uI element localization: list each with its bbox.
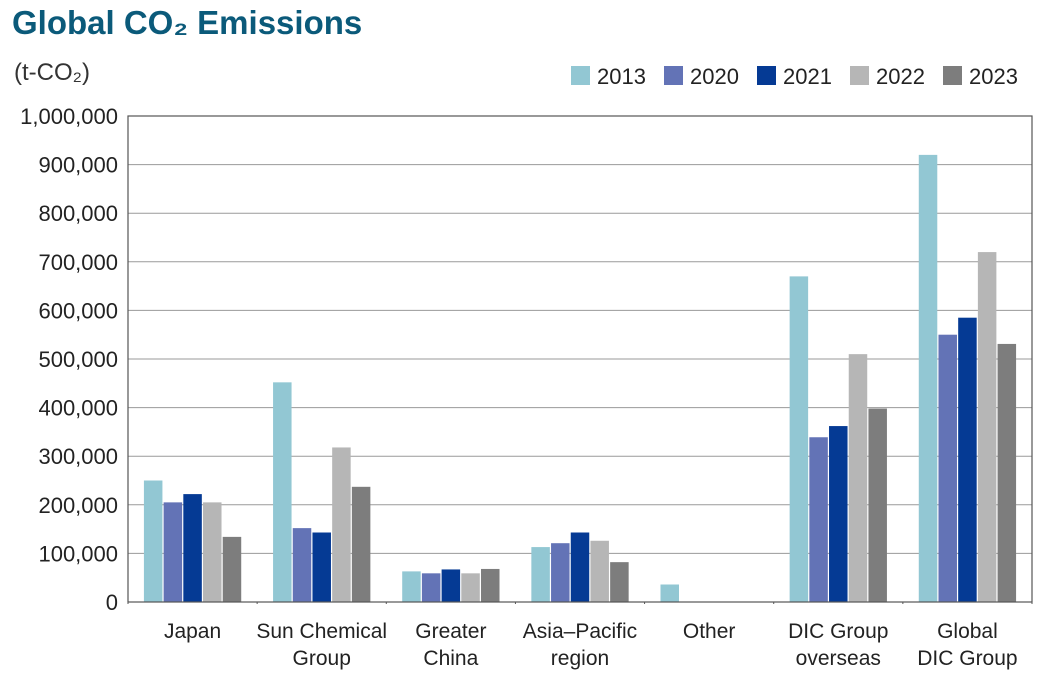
bar-2013-1 bbox=[273, 382, 292, 602]
bar-2022-6 bbox=[977, 252, 997, 602]
legend-label-2021: 2021 bbox=[783, 64, 832, 89]
y-tick-label: 100,000 bbox=[38, 541, 118, 566]
bar-2020-0 bbox=[163, 502, 183, 602]
y-tick-label: 600,000 bbox=[38, 298, 118, 323]
legend-swatch-2023 bbox=[943, 66, 962, 85]
x-category-label: Group bbox=[293, 647, 351, 670]
bar-2023-2 bbox=[481, 568, 500, 602]
y-tick-label: 1,000,000 bbox=[20, 104, 118, 129]
bar-2023-5 bbox=[868, 408, 887, 602]
bar-2022-5 bbox=[848, 354, 868, 602]
bar-2023-6 bbox=[997, 343, 1017, 602]
x-category-label: Global bbox=[937, 620, 998, 643]
bar-2022-1 bbox=[332, 447, 351, 602]
x-category-label: Asia–Pacific bbox=[523, 620, 637, 643]
legend-swatch-2022 bbox=[850, 66, 869, 85]
y-tick-label: 400,000 bbox=[38, 396, 118, 421]
y-tick-label: 300,000 bbox=[38, 444, 118, 469]
y-tick-label: 900,000 bbox=[38, 153, 118, 178]
bar-2022-3 bbox=[590, 540, 609, 602]
legend-swatch-2013 bbox=[571, 66, 590, 85]
bar-2022-0 bbox=[203, 502, 222, 602]
chart-title: Global CO₂ Emissions bbox=[12, 4, 362, 41]
y-tick-label: 800,000 bbox=[38, 201, 118, 226]
x-category-label: region bbox=[551, 647, 609, 670]
bar-2013-4 bbox=[660, 584, 679, 602]
y-tick-label: 200,000 bbox=[38, 493, 118, 518]
legend-label-2022: 2022 bbox=[876, 64, 925, 89]
y-axis-ticks: 0 100,000 200,000 300,000 400,000 500,000 600,… bbox=[20, 104, 118, 615]
y-tick-label: 700,000 bbox=[38, 250, 118, 275]
x-category-label: Japan bbox=[164, 620, 221, 643]
bar-2020-6 bbox=[938, 334, 957, 602]
bar-2023-0 bbox=[222, 536, 242, 602]
bar-2013-6 bbox=[918, 154, 938, 602]
bar-2022-2 bbox=[461, 573, 480, 602]
bar-2020-2 bbox=[421, 573, 441, 602]
bar-2021-0 bbox=[183, 494, 202, 602]
x-category-label: China bbox=[423, 647, 478, 670]
bar-2013-5 bbox=[789, 276, 809, 602]
bar-2020-3 bbox=[551, 543, 570, 602]
bars bbox=[143, 154, 1017, 602]
legend-swatch-2021 bbox=[757, 66, 776, 85]
legend-label-2023: 2023 bbox=[969, 64, 1018, 89]
gridlines bbox=[128, 115, 1032, 603]
x-category-label: overseas bbox=[796, 647, 881, 670]
bar-2013-0 bbox=[143, 480, 163, 602]
legend: 2013 2020 2021 2022 2023 bbox=[571, 64, 1018, 89]
unit-label: (t-CO₂) bbox=[14, 59, 90, 86]
bar-2021-1 bbox=[312, 532, 331, 602]
legend-label-2013: 2013 bbox=[597, 64, 646, 89]
x-category-label: DIC Group bbox=[788, 620, 888, 643]
bar-2020-1 bbox=[292, 528, 312, 602]
bar-2021-2 bbox=[441, 569, 461, 602]
y-tick-label: 500,000 bbox=[38, 347, 118, 372]
bar-2023-3 bbox=[610, 562, 629, 602]
bar-2021-3 bbox=[570, 532, 590, 602]
bar-2013-2 bbox=[402, 571, 421, 602]
bar-2021-5 bbox=[829, 426, 848, 602]
x-category-label: DIC Group bbox=[917, 647, 1017, 670]
axes bbox=[127, 115, 1033, 604]
bar-2023-1 bbox=[351, 486, 371, 602]
legend-swatch-2020 bbox=[664, 66, 683, 85]
bar-2021-6 bbox=[958, 317, 977, 602]
y-tick-label: 0 bbox=[106, 590, 118, 615]
bar-2020-5 bbox=[809, 437, 828, 602]
x-category-label: Sun Chemical bbox=[256, 620, 387, 643]
bar-2013-3 bbox=[531, 547, 550, 602]
x-category-label: Greater bbox=[415, 620, 486, 643]
x-axis-categories: Japan Sun Chemical Group Greater China Asia–P… bbox=[164, 620, 1018, 670]
x-category-label: Other bbox=[683, 620, 736, 643]
legend-label-2020: 2020 bbox=[690, 64, 739, 89]
plot-frame bbox=[127, 115, 1033, 603]
